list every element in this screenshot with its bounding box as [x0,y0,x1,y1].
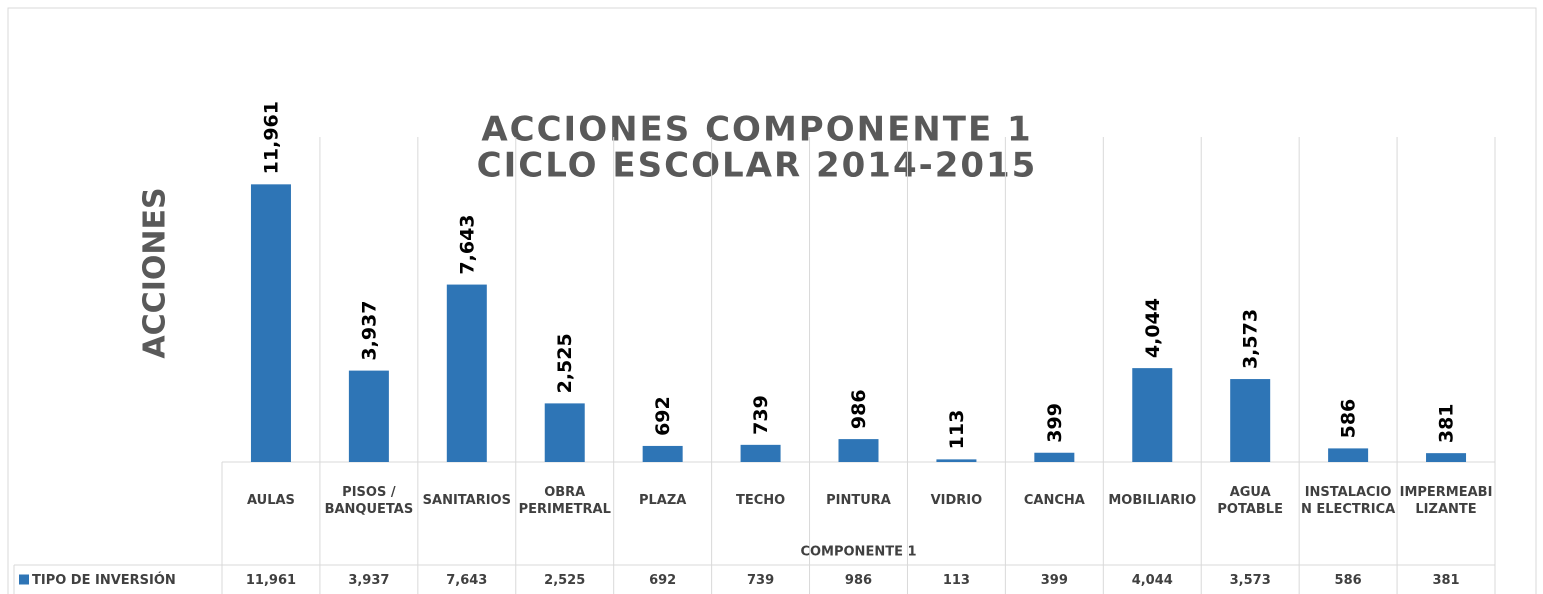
x-tick-label: CANCHA [1023,493,1085,508]
x-tick-label-box: INSTALACION ELECTRICA [1300,484,1396,517]
table-value: 986 [845,573,872,588]
table-value: 11,961 [246,573,296,588]
x-tick-label: INSTALACION ELECTRICA [1300,484,1396,517]
table-value: 4,044 [1132,573,1173,588]
data-label: 7,643 [456,214,478,274]
x-tick-label: PLAZA [638,493,687,508]
table-value: 586 [1335,573,1362,588]
bar [544,403,585,462]
x-tick-label: MOBILIARIO [1108,493,1197,508]
legend-key [19,574,29,585]
x-tick-label: AULAS [246,493,295,508]
x-tick-label-box: SANITARIOS [422,493,511,508]
bar [1328,448,1369,462]
table-value: 2,525 [544,573,585,588]
x-tick-label-box: PINTURA [826,493,891,508]
data-label: 113 [946,410,968,450]
data-label: 586 [1338,399,1360,439]
bar [838,439,879,462]
x-tick-label: PINTURA [826,493,891,508]
bar [348,370,389,462]
table-value: 3,573 [1230,573,1271,588]
x-tick-label: OBRA PERIMETRAL [518,484,611,517]
x-tick-label: PISOS / BANQUETAS [324,484,414,517]
legend-label: TIPO DE INVERSIÓN [32,572,176,588]
x-tick-label-box: OBRA PERIMETRAL [518,484,611,517]
x-tick-label: TECHO [735,493,786,508]
data-label: 381 [1436,403,1458,443]
y-axis-label: ACCIONES [138,187,173,358]
bar [446,284,487,462]
x-tick-label-box: AGUA POTABLE [1217,484,1283,517]
x-tick-label-box: PLAZA [638,493,687,508]
data-label: 986 [848,389,870,429]
data-label: 739 [750,395,772,435]
x-axis-label: COMPONENTE 1 [800,545,916,560]
data-label: 2,525 [554,333,576,393]
data-label: 11,961 [260,101,282,174]
bar [1426,453,1467,462]
x-tick-label-box: PISOS / BANQUETAS [324,484,414,517]
table-value: 113 [943,573,970,588]
bar [642,445,683,462]
table-value: 692 [649,573,676,588]
bar [1132,368,1173,462]
bar [936,459,977,462]
table-value: 7,643 [446,573,487,588]
data-label: 692 [652,396,674,436]
table-value: 399 [1041,573,1068,588]
table-value: 3,937 [348,573,389,588]
data-label: 3,937 [358,300,380,360]
x-tick-label-box: MOBILIARIO [1108,493,1197,508]
x-tick-label-box: IMPERMEABILIZANTE [1399,484,1493,517]
x-tick-label: SANITARIOS [422,493,511,508]
x-tick-label-box: VIDRIO [930,493,983,508]
chart-subtitle: CICLO ESCOLAR 2014-2015 [477,146,1038,186]
chart-title: ACCIONES COMPONENTE 1 [481,110,1032,150]
table-value: 381 [1432,573,1459,588]
table-value: 739 [747,573,774,588]
bar [1230,379,1271,462]
bar [250,184,291,462]
data-label: 3,573 [1240,309,1262,369]
x-tick-label: AGUA POTABLE [1217,484,1283,517]
x-tick-label: VIDRIO [930,493,983,508]
x-tick-label: IMPERMEABILIZANTE [1399,484,1493,517]
data-label: 399 [1044,403,1066,443]
x-tick-label-box: TECHO [735,493,786,508]
bar [740,444,781,462]
bar [1034,452,1075,462]
x-tick-label-box: CANCHA [1023,493,1085,508]
data-label: 4,044 [1142,298,1164,358]
x-tick-label-box: AULAS [246,493,295,508]
